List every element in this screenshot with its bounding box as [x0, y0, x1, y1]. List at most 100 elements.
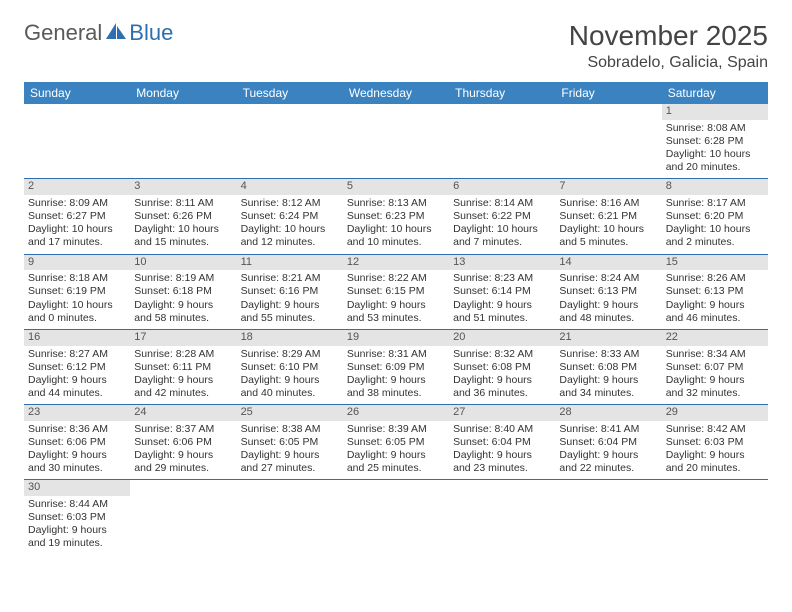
weekday-header: Friday	[555, 82, 661, 104]
sail-icon	[106, 23, 126, 44]
day-number: 1	[662, 104, 768, 120]
sunset-text: Sunset: 6:18 PM	[134, 285, 232, 298]
day-cell: 12Sunrise: 8:22 AMSunset: 6:15 PMDayligh…	[343, 255, 449, 329]
sunset-text: Sunset: 6:05 PM	[241, 436, 339, 449]
day-number: 25	[237, 405, 343, 421]
day-cell: 13Sunrise: 8:23 AMSunset: 6:14 PMDayligh…	[449, 255, 555, 329]
day-cell: 20Sunrise: 8:32 AMSunset: 6:08 PMDayligh…	[449, 330, 555, 404]
daylight-text: Daylight: 9 hours and 25 minutes.	[347, 449, 445, 475]
day-cell-empty	[343, 480, 449, 554]
daylight-text: Daylight: 9 hours and 30 minutes.	[28, 449, 126, 475]
day-cell-empty	[237, 480, 343, 554]
sunset-text: Sunset: 6:10 PM	[241, 361, 339, 374]
day-number: 22	[662, 330, 768, 346]
sunrise-text: Sunrise: 8:27 AM	[28, 348, 126, 361]
daylight-text: Daylight: 9 hours and 51 minutes.	[453, 299, 551, 325]
sunset-text: Sunset: 6:15 PM	[347, 285, 445, 298]
day-cell: 5Sunrise: 8:13 AMSunset: 6:23 PMDaylight…	[343, 179, 449, 253]
daylight-text: Daylight: 9 hours and 32 minutes.	[666, 374, 764, 400]
daylight-text: Daylight: 9 hours and 42 minutes.	[134, 374, 232, 400]
day-cell: 27Sunrise: 8:40 AMSunset: 6:04 PMDayligh…	[449, 405, 555, 479]
day-cell-empty	[130, 104, 236, 178]
sunrise-text: Sunrise: 8:09 AM	[28, 197, 126, 210]
day-number: 30	[24, 480, 130, 496]
brand-part1: General	[24, 20, 102, 46]
sunrise-text: Sunrise: 8:19 AM	[134, 272, 232, 285]
day-number: 6	[449, 179, 555, 195]
day-number: 12	[343, 255, 449, 271]
sunset-text: Sunset: 6:22 PM	[453, 210, 551, 223]
day-cell: 21Sunrise: 8:33 AMSunset: 6:08 PMDayligh…	[555, 330, 661, 404]
sunrise-text: Sunrise: 8:29 AM	[241, 348, 339, 361]
sunrise-text: Sunrise: 8:34 AM	[666, 348, 764, 361]
day-number: 10	[130, 255, 236, 271]
sunset-text: Sunset: 6:16 PM	[241, 285, 339, 298]
title-block: November 2025 Sobradelo, Galicia, Spain	[569, 20, 768, 72]
day-number: 17	[130, 330, 236, 346]
sunset-text: Sunset: 6:09 PM	[347, 361, 445, 374]
weekday-header: Tuesday	[237, 82, 343, 104]
day-cell-empty	[555, 480, 661, 554]
sunrise-text: Sunrise: 8:38 AM	[241, 423, 339, 436]
day-cell-empty	[343, 104, 449, 178]
daylight-text: Daylight: 9 hours and 27 minutes.	[241, 449, 339, 475]
daylight-text: Daylight: 10 hours and 12 minutes.	[241, 223, 339, 249]
sunrise-text: Sunrise: 8:32 AM	[453, 348, 551, 361]
sunrise-text: Sunrise: 8:39 AM	[347, 423, 445, 436]
daylight-text: Daylight: 9 hours and 53 minutes.	[347, 299, 445, 325]
location-label: Sobradelo, Galicia, Spain	[569, 54, 768, 72]
sunrise-text: Sunrise: 8:18 AM	[28, 272, 126, 285]
day-cell: 4Sunrise: 8:12 AMSunset: 6:24 PMDaylight…	[237, 179, 343, 253]
daylight-text: Daylight: 9 hours and 19 minutes.	[28, 524, 126, 550]
day-cell: 26Sunrise: 8:39 AMSunset: 6:05 PMDayligh…	[343, 405, 449, 479]
sunrise-text: Sunrise: 8:41 AM	[559, 423, 657, 436]
sunrise-text: Sunrise: 8:33 AM	[559, 348, 657, 361]
sunset-text: Sunset: 6:12 PM	[28, 361, 126, 374]
daylight-text: Daylight: 9 hours and 29 minutes.	[134, 449, 232, 475]
sunrise-text: Sunrise: 8:24 AM	[559, 272, 657, 285]
sunset-text: Sunset: 6:06 PM	[134, 436, 232, 449]
day-cell: 23Sunrise: 8:36 AMSunset: 6:06 PMDayligh…	[24, 405, 130, 479]
daylight-text: Daylight: 9 hours and 22 minutes.	[559, 449, 657, 475]
daylight-text: Daylight: 10 hours and 0 minutes.	[28, 299, 126, 325]
day-number: 28	[555, 405, 661, 421]
day-cell: 14Sunrise: 8:24 AMSunset: 6:13 PMDayligh…	[555, 255, 661, 329]
day-cell: 28Sunrise: 8:41 AMSunset: 6:04 PMDayligh…	[555, 405, 661, 479]
sunset-text: Sunset: 6:28 PM	[666, 135, 764, 148]
day-cell-empty	[662, 480, 768, 554]
sunset-text: Sunset: 6:04 PM	[453, 436, 551, 449]
day-cell: 2Sunrise: 8:09 AMSunset: 6:27 PMDaylight…	[24, 179, 130, 253]
sunrise-text: Sunrise: 8:16 AM	[559, 197, 657, 210]
day-cell: 3Sunrise: 8:11 AMSunset: 6:26 PMDaylight…	[130, 179, 236, 253]
daylight-text: Daylight: 9 hours and 34 minutes.	[559, 374, 657, 400]
day-number: 11	[237, 255, 343, 271]
daylight-text: Daylight: 10 hours and 2 minutes.	[666, 223, 764, 249]
sunset-text: Sunset: 6:27 PM	[28, 210, 126, 223]
day-number: 16	[24, 330, 130, 346]
day-cell: 8Sunrise: 8:17 AMSunset: 6:20 PMDaylight…	[662, 179, 768, 253]
day-number: 23	[24, 405, 130, 421]
sunrise-text: Sunrise: 8:44 AM	[28, 498, 126, 511]
day-cell: 7Sunrise: 8:16 AMSunset: 6:21 PMDaylight…	[555, 179, 661, 253]
sunset-text: Sunset: 6:05 PM	[347, 436, 445, 449]
daylight-text: Daylight: 9 hours and 20 minutes.	[666, 449, 764, 475]
sunrise-text: Sunrise: 8:26 AM	[666, 272, 764, 285]
weekday-header: Monday	[130, 82, 236, 104]
calendar-grid: SundayMondayTuesdayWednesdayThursdayFrid…	[24, 82, 768, 555]
sunrise-text: Sunrise: 8:22 AM	[347, 272, 445, 285]
sunrise-text: Sunrise: 8:37 AM	[134, 423, 232, 436]
daylight-text: Daylight: 9 hours and 58 minutes.	[134, 299, 232, 325]
day-cell: 16 Sunrise: 8:27 AMSunset: 6:12 PMDayligh…	[24, 330, 130, 404]
sunset-text: Sunset: 6:13 PM	[559, 285, 657, 298]
week-row: 1Sunrise: 8:08 AMSunset: 6:28 PMDaylight…	[24, 104, 768, 179]
day-cell-empty	[130, 480, 236, 554]
sunset-text: Sunset: 6:06 PM	[28, 436, 126, 449]
daylight-text: Daylight: 9 hours and 44 minutes.	[28, 374, 126, 400]
week-row: 16Sunrise: 8:27 AMSunset: 6:12 PMDayligh…	[24, 330, 768, 405]
day-cell-empty	[237, 104, 343, 178]
day-number: 21	[555, 330, 661, 346]
page-header: General Blue November 2025 Sobradelo, Ga…	[24, 20, 768, 72]
daylight-text: Daylight: 9 hours and 48 minutes.	[559, 299, 657, 325]
daylight-text: Daylight: 9 hours and 23 minutes.	[453, 449, 551, 475]
daylight-text: Daylight: 10 hours and 10 minutes.	[347, 223, 445, 249]
